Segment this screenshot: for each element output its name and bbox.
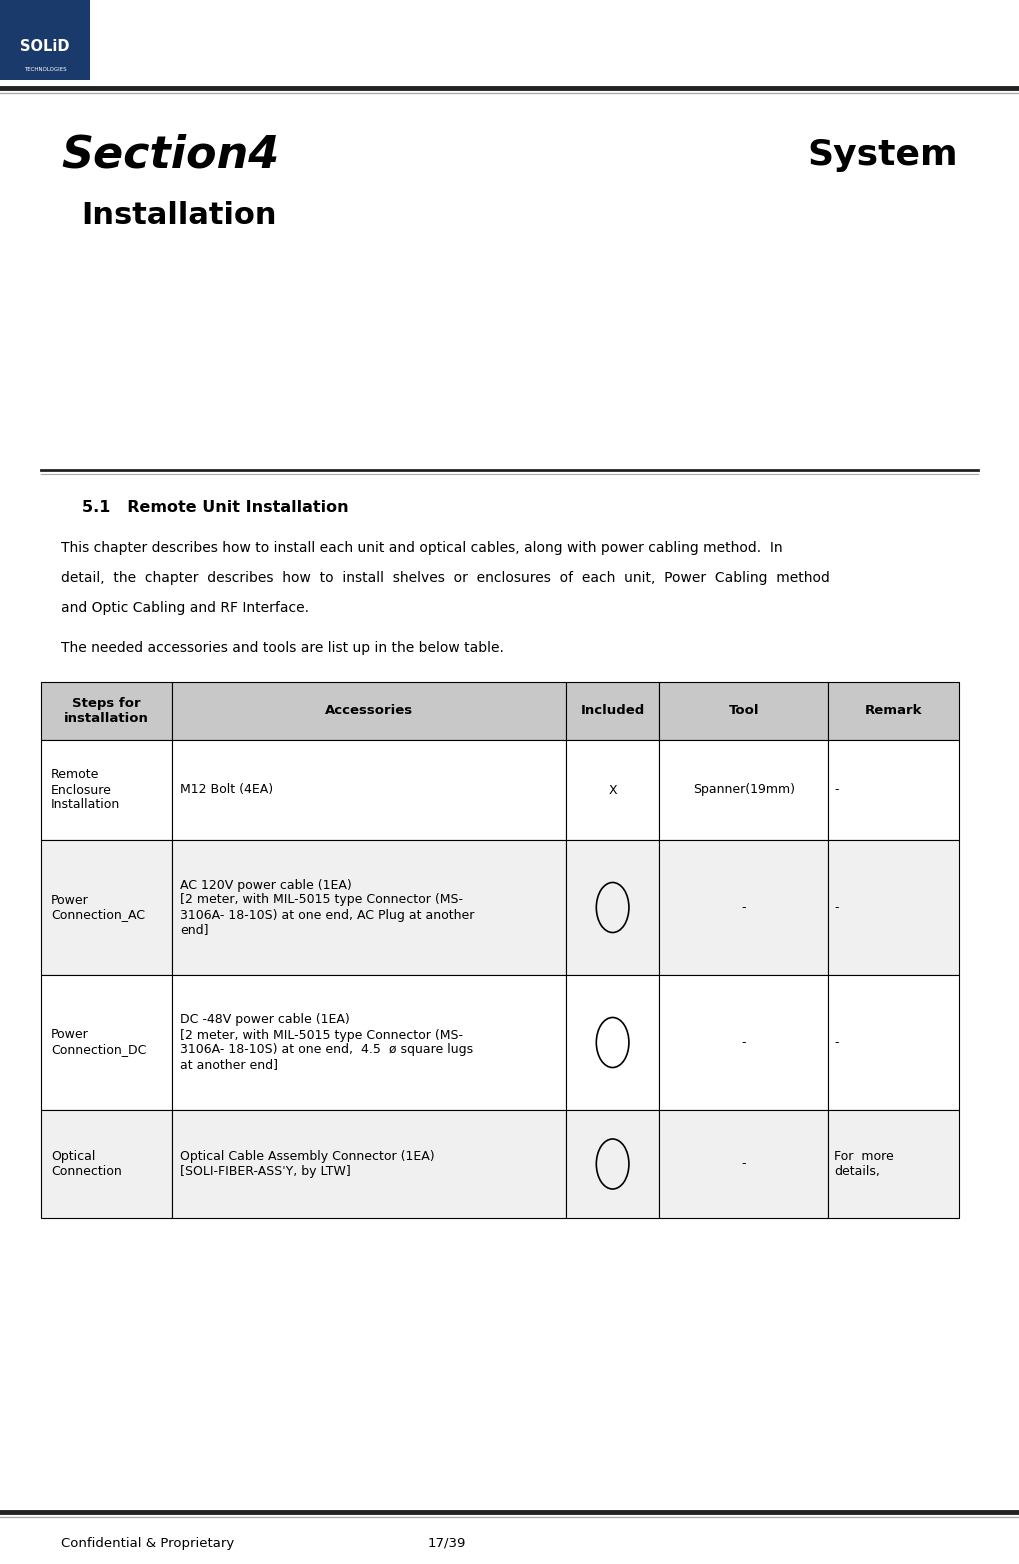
Text: Section4: Section4 [61,133,279,177]
FancyBboxPatch shape [172,974,566,1110]
Text: Remark: Remark [865,704,922,718]
FancyBboxPatch shape [41,974,172,1110]
FancyBboxPatch shape [659,840,828,974]
FancyBboxPatch shape [41,682,172,740]
Text: Confidential & Proprietary: Confidential & Proprietary [61,1536,234,1550]
Text: DC -48V power cable (1EA)
[2 meter, with MIL-5015 type Connector (MS-
3106A- 18-: DC -48V power cable (1EA) [2 meter, with… [180,1013,473,1071]
FancyBboxPatch shape [172,740,566,840]
Text: -: - [742,1157,746,1170]
Text: Spanner(19mm): Spanner(19mm) [693,784,795,796]
Text: AC 120V power cable (1EA)
[2 meter, with MIL-5015 type Connector (MS-
3106A- 18-: AC 120V power cable (1EA) [2 meter, with… [180,879,475,937]
FancyBboxPatch shape [828,974,960,1110]
Text: Remote
Enclosure
Installation: Remote Enclosure Installation [51,768,120,812]
Text: TECHNOLOGIES: TECHNOLOGIES [23,67,66,72]
FancyBboxPatch shape [566,682,659,740]
Text: For  more
details,: For more details, [835,1150,894,1178]
Text: 5.1   Remote Unit Installation: 5.1 Remote Unit Installation [82,500,348,516]
Text: Optical Cable Assembly Connector (1EA)
[SOLI-FIBER-ASSˈY, by LTW]: Optical Cable Assembly Connector (1EA) [… [180,1150,435,1178]
Text: Installation: Installation [82,200,277,230]
Text: Steps for
installation: Steps for installation [64,698,149,726]
Text: Power
Connection_DC: Power Connection_DC [51,1029,147,1057]
Text: 17/39: 17/39 [428,1536,467,1550]
FancyBboxPatch shape [41,740,172,840]
Text: The needed accessories and tools are list up in the below table.: The needed accessories and tools are lis… [61,641,504,655]
FancyBboxPatch shape [172,1110,566,1218]
FancyBboxPatch shape [0,0,90,80]
Text: SOLiD: SOLiD [20,39,69,53]
FancyBboxPatch shape [659,974,828,1110]
FancyBboxPatch shape [828,740,960,840]
FancyBboxPatch shape [828,840,960,974]
FancyBboxPatch shape [172,682,566,740]
FancyBboxPatch shape [41,1110,172,1218]
Text: -: - [835,784,839,796]
FancyBboxPatch shape [659,740,828,840]
Text: Included: Included [581,704,645,718]
Text: -: - [742,1035,746,1049]
Text: -: - [835,901,839,913]
Text: X: X [608,784,616,796]
FancyBboxPatch shape [659,1110,828,1218]
FancyBboxPatch shape [828,1110,960,1218]
Text: -: - [835,1035,839,1049]
FancyBboxPatch shape [659,682,828,740]
FancyBboxPatch shape [566,840,659,974]
FancyBboxPatch shape [566,740,659,840]
Text: -: - [742,901,746,913]
FancyBboxPatch shape [566,1110,659,1218]
Text: Tool: Tool [729,704,759,718]
FancyBboxPatch shape [566,974,659,1110]
Text: Accessories: Accessories [325,704,413,718]
Text: and Optic Cabling and RF Interface.: and Optic Cabling and RF Interface. [61,601,309,615]
Text: Optical
Connection: Optical Connection [51,1150,121,1178]
Text: System: System [807,138,958,172]
FancyBboxPatch shape [41,840,172,974]
Text: Power
Connection_AC: Power Connection_AC [51,893,145,921]
Text: detail,  the  chapter  describes  how  to  install  shelves  or  enclosures  of : detail, the chapter describes how to ins… [61,571,830,585]
FancyBboxPatch shape [828,682,960,740]
Text: M12 Bolt (4EA): M12 Bolt (4EA) [180,784,273,796]
FancyBboxPatch shape [172,840,566,974]
Text: This chapter describes how to install each unit and optical cables, along with p: This chapter describes how to install ea… [61,541,783,555]
